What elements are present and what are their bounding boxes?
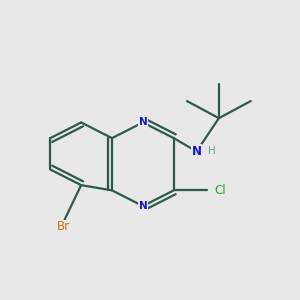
Text: H: H — [208, 146, 216, 156]
Text: Cl: Cl — [214, 184, 226, 197]
Text: N: N — [139, 118, 147, 128]
Text: N: N — [139, 201, 147, 211]
Text: N: N — [191, 145, 202, 158]
Text: Br: Br — [57, 220, 70, 233]
